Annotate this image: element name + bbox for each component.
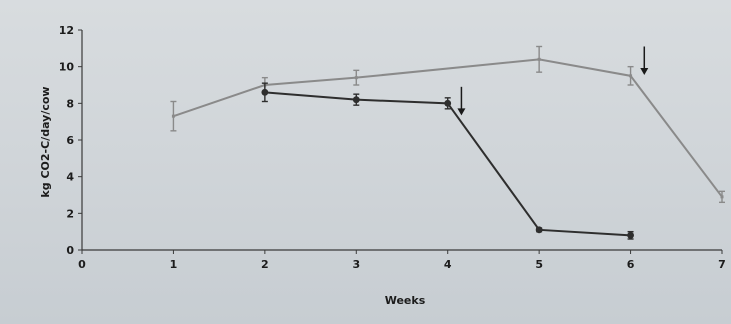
arrow-head — [640, 68, 649, 75]
data-point — [629, 74, 633, 78]
x-tick-label: 3 — [352, 258, 360, 271]
x-tick-label: 6 — [627, 258, 635, 271]
series-line — [173, 58, 723, 198]
arrow-head — [457, 108, 466, 116]
data-point — [535, 226, 543, 234]
series-group — [170, 45, 725, 240]
x-axis-title: Weeks — [385, 294, 426, 307]
y-tick-label: 0 — [66, 244, 74, 257]
x-tick-label: 0 — [78, 258, 86, 271]
x-tick-label: 7 — [718, 258, 726, 271]
data-point — [444, 99, 452, 107]
series-2 — [261, 82, 634, 240]
y-tick-label: 12 — [59, 24, 74, 37]
data-point — [171, 114, 175, 118]
series-line — [264, 91, 631, 237]
y-axis-title: kg CO2-C/day/cow — [39, 86, 52, 197]
data-point — [537, 57, 541, 61]
data-point — [352, 96, 360, 104]
x-tick-label: 4 — [444, 258, 452, 271]
y-tick-label: 6 — [66, 134, 74, 147]
annotations — [457, 46, 649, 116]
data-point — [261, 88, 269, 96]
x-tick-label: 2 — [261, 258, 269, 271]
y-tick-label: 4 — [66, 171, 74, 184]
data-point — [720, 195, 724, 199]
y-tick-label: 2 — [66, 207, 74, 220]
x-tick-label: 1 — [170, 258, 178, 271]
data-point — [354, 76, 358, 80]
x-tick-label: 5 — [535, 258, 543, 271]
y-tick-label: 8 — [66, 97, 74, 110]
y-tick-label: 10 — [59, 61, 75, 74]
down-arrow-icon — [640, 46, 649, 75]
down-arrow-icon — [457, 86, 466, 116]
data-point — [627, 231, 634, 239]
